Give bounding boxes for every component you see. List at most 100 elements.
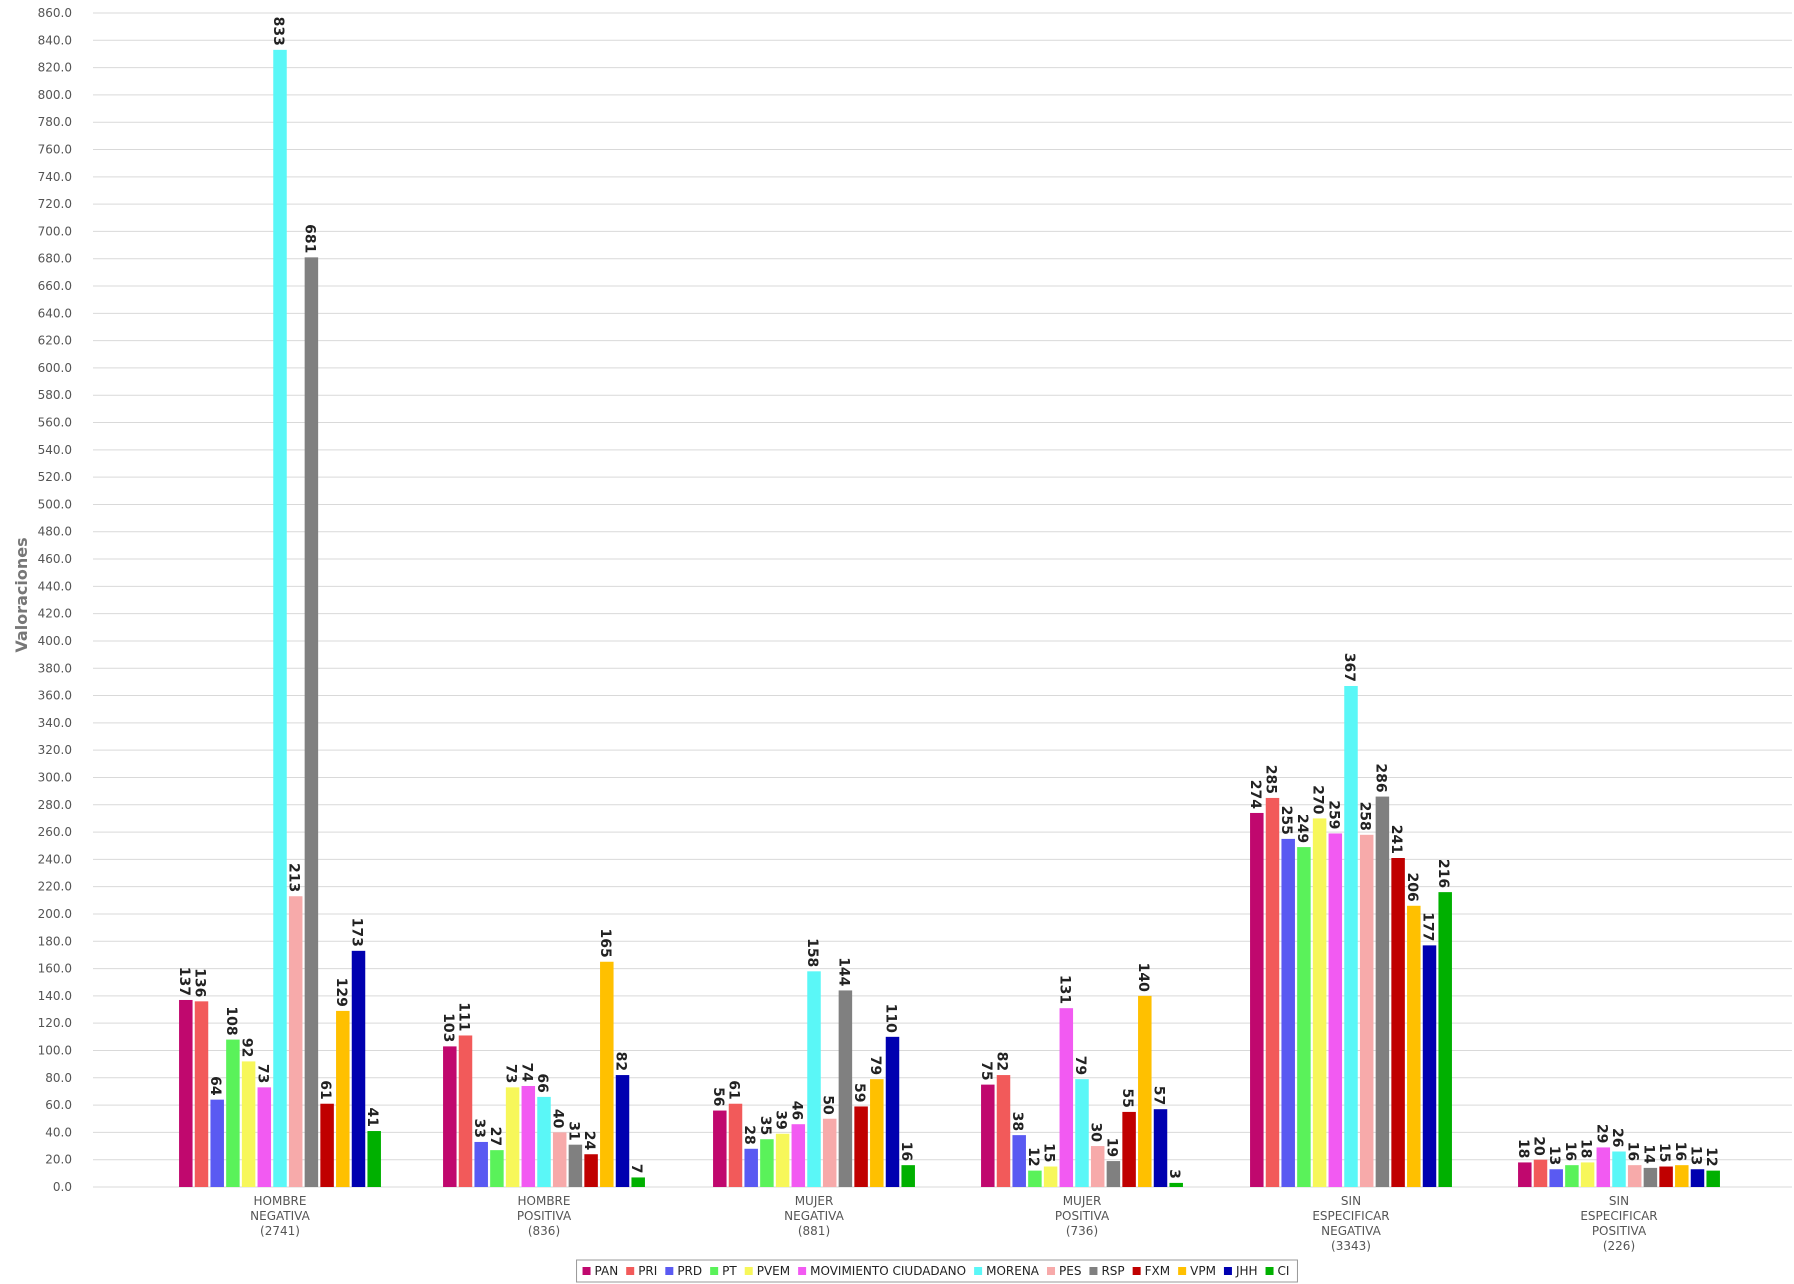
data-label: 12 <box>1025 1147 1041 1166</box>
bar <box>1659 1166 1673 1187</box>
data-label: 108 <box>223 1006 239 1035</box>
bar <box>981 1084 995 1187</box>
data-label: 241 <box>1388 825 1404 854</box>
bar <box>1122 1111 1136 1187</box>
bar <box>1580 1162 1595 1187</box>
bar <box>1138 995 1152 1187</box>
data-label: 15 <box>1656 1143 1672 1162</box>
bar <box>1359 834 1374 1187</box>
y-tick-label: 120.0 <box>38 1016 72 1030</box>
y-tick-label: 680.0 <box>38 252 72 266</box>
gridlines <box>93 12 1792 1188</box>
legend-item: CI <box>1278 1264 1290 1278</box>
data-label: 3 <box>1166 1169 1182 1179</box>
y-tick-label: 580.0 <box>38 388 72 402</box>
data-label: 82 <box>613 1052 629 1071</box>
bar <box>443 1046 457 1187</box>
bar <box>552 1132 567 1187</box>
bars <box>179 49 1720 1187</box>
y-tick-label: 300.0 <box>38 770 72 784</box>
data-label: 64 <box>207 1076 223 1096</box>
data-label: 177 <box>1420 912 1436 941</box>
bar <box>273 49 287 1187</box>
bar <box>807 971 821 1187</box>
data-label: 367 <box>1341 653 1357 682</box>
data-label: 110 <box>883 1004 899 1033</box>
bar <box>1391 858 1405 1187</box>
y-tick-label: 20.0 <box>45 1153 72 1167</box>
legend-swatch <box>626 1267 635 1275</box>
data-label: 131 <box>1056 975 1072 1004</box>
legend-swatch <box>1178 1267 1187 1275</box>
bar <box>1407 905 1421 1187</box>
y-tick-label: 440.0 <box>38 579 72 593</box>
legend-swatch <box>974 1267 983 1275</box>
data-label: 27 <box>487 1127 503 1146</box>
data-label: 73 <box>503 1064 519 1083</box>
bar <box>351 950 366 1187</box>
data-label: 165 <box>597 929 613 958</box>
bar <box>304 257 319 1187</box>
data-label: 16 <box>898 1142 914 1161</box>
legend-swatch <box>1132 1267 1141 1275</box>
x-tick-label: SIN ESPECIFICAR NEGATIVA (3343) <box>1312 1194 1389 1253</box>
y-tick-label: 280.0 <box>38 798 72 812</box>
data-label: 79 <box>1072 1056 1088 1075</box>
data-label: 216 <box>1435 859 1451 888</box>
data-label: 20 <box>1531 1136 1547 1156</box>
data-label: 73 <box>254 1064 270 1083</box>
y-tick-label: 740.0 <box>38 170 72 184</box>
y-tick-label: 260.0 <box>38 825 72 839</box>
bar <box>1153 1109 1168 1187</box>
data-label: 173 <box>349 918 365 947</box>
bar <box>631 1177 645 1187</box>
legend-swatch <box>1223 1267 1232 1275</box>
bar <box>505 1087 520 1187</box>
legend-item: PRI <box>638 1264 657 1278</box>
bar <box>1643 1167 1658 1187</box>
legend-item: PVEM <box>757 1264 790 1278</box>
y-tick-label: 420.0 <box>38 607 72 621</box>
data-label: 129 <box>333 978 349 1007</box>
bar <box>1265 797 1280 1187</box>
bar <box>1675 1165 1689 1187</box>
legend-item: RSP <box>1101 1264 1124 1278</box>
legend-swatch <box>582 1267 591 1275</box>
bar <box>1612 1151 1626 1187</box>
bar <box>1028 1170 1042 1187</box>
data-label: 39 <box>773 1110 789 1129</box>
bar <box>1169 1182 1183 1187</box>
bar <box>1690 1169 1705 1187</box>
bar <box>744 1148 758 1187</box>
y-tick-label: 800.0 <box>38 88 72 102</box>
bar <box>1012 1135 1026 1187</box>
data-label: 82 <box>994 1052 1010 1071</box>
legend-item: PAN <box>595 1264 619 1278</box>
legend-item: PRD <box>677 1264 702 1278</box>
bar <box>1312 818 1327 1187</box>
bar <box>791 1124 806 1187</box>
bar <box>728 1103 743 1187</box>
legend-item: VPM <box>1190 1264 1216 1278</box>
data-label: 19 <box>1103 1138 1119 1157</box>
data-label: 28 <box>741 1125 757 1144</box>
y-tick-label: 80.0 <box>45 1071 72 1085</box>
data-label: 258 <box>1357 802 1373 831</box>
bar <box>1281 838 1295 1187</box>
y-axis-label: Valoraciones <box>12 537 31 652</box>
y-tick-label: 460.0 <box>38 552 72 566</box>
y-tick-label: 620.0 <box>38 334 72 348</box>
bar <box>1043 1166 1058 1187</box>
bar <box>568 1144 583 1187</box>
y-tick-label: 320.0 <box>38 743 72 757</box>
data-label: 26 <box>1609 1128 1625 1147</box>
y-tick-label: 500.0 <box>38 497 72 511</box>
legend-swatch <box>744 1267 753 1275</box>
data-label: 41 <box>364 1108 380 1127</box>
bar <box>1596 1147 1611 1187</box>
bar <box>537 1096 551 1187</box>
legend-item: MOVIMIENTO CIUDADANO <box>810 1264 966 1278</box>
data-label: 61 <box>317 1080 333 1099</box>
data-label: 136 <box>192 968 208 997</box>
bar <box>870 1079 884 1187</box>
